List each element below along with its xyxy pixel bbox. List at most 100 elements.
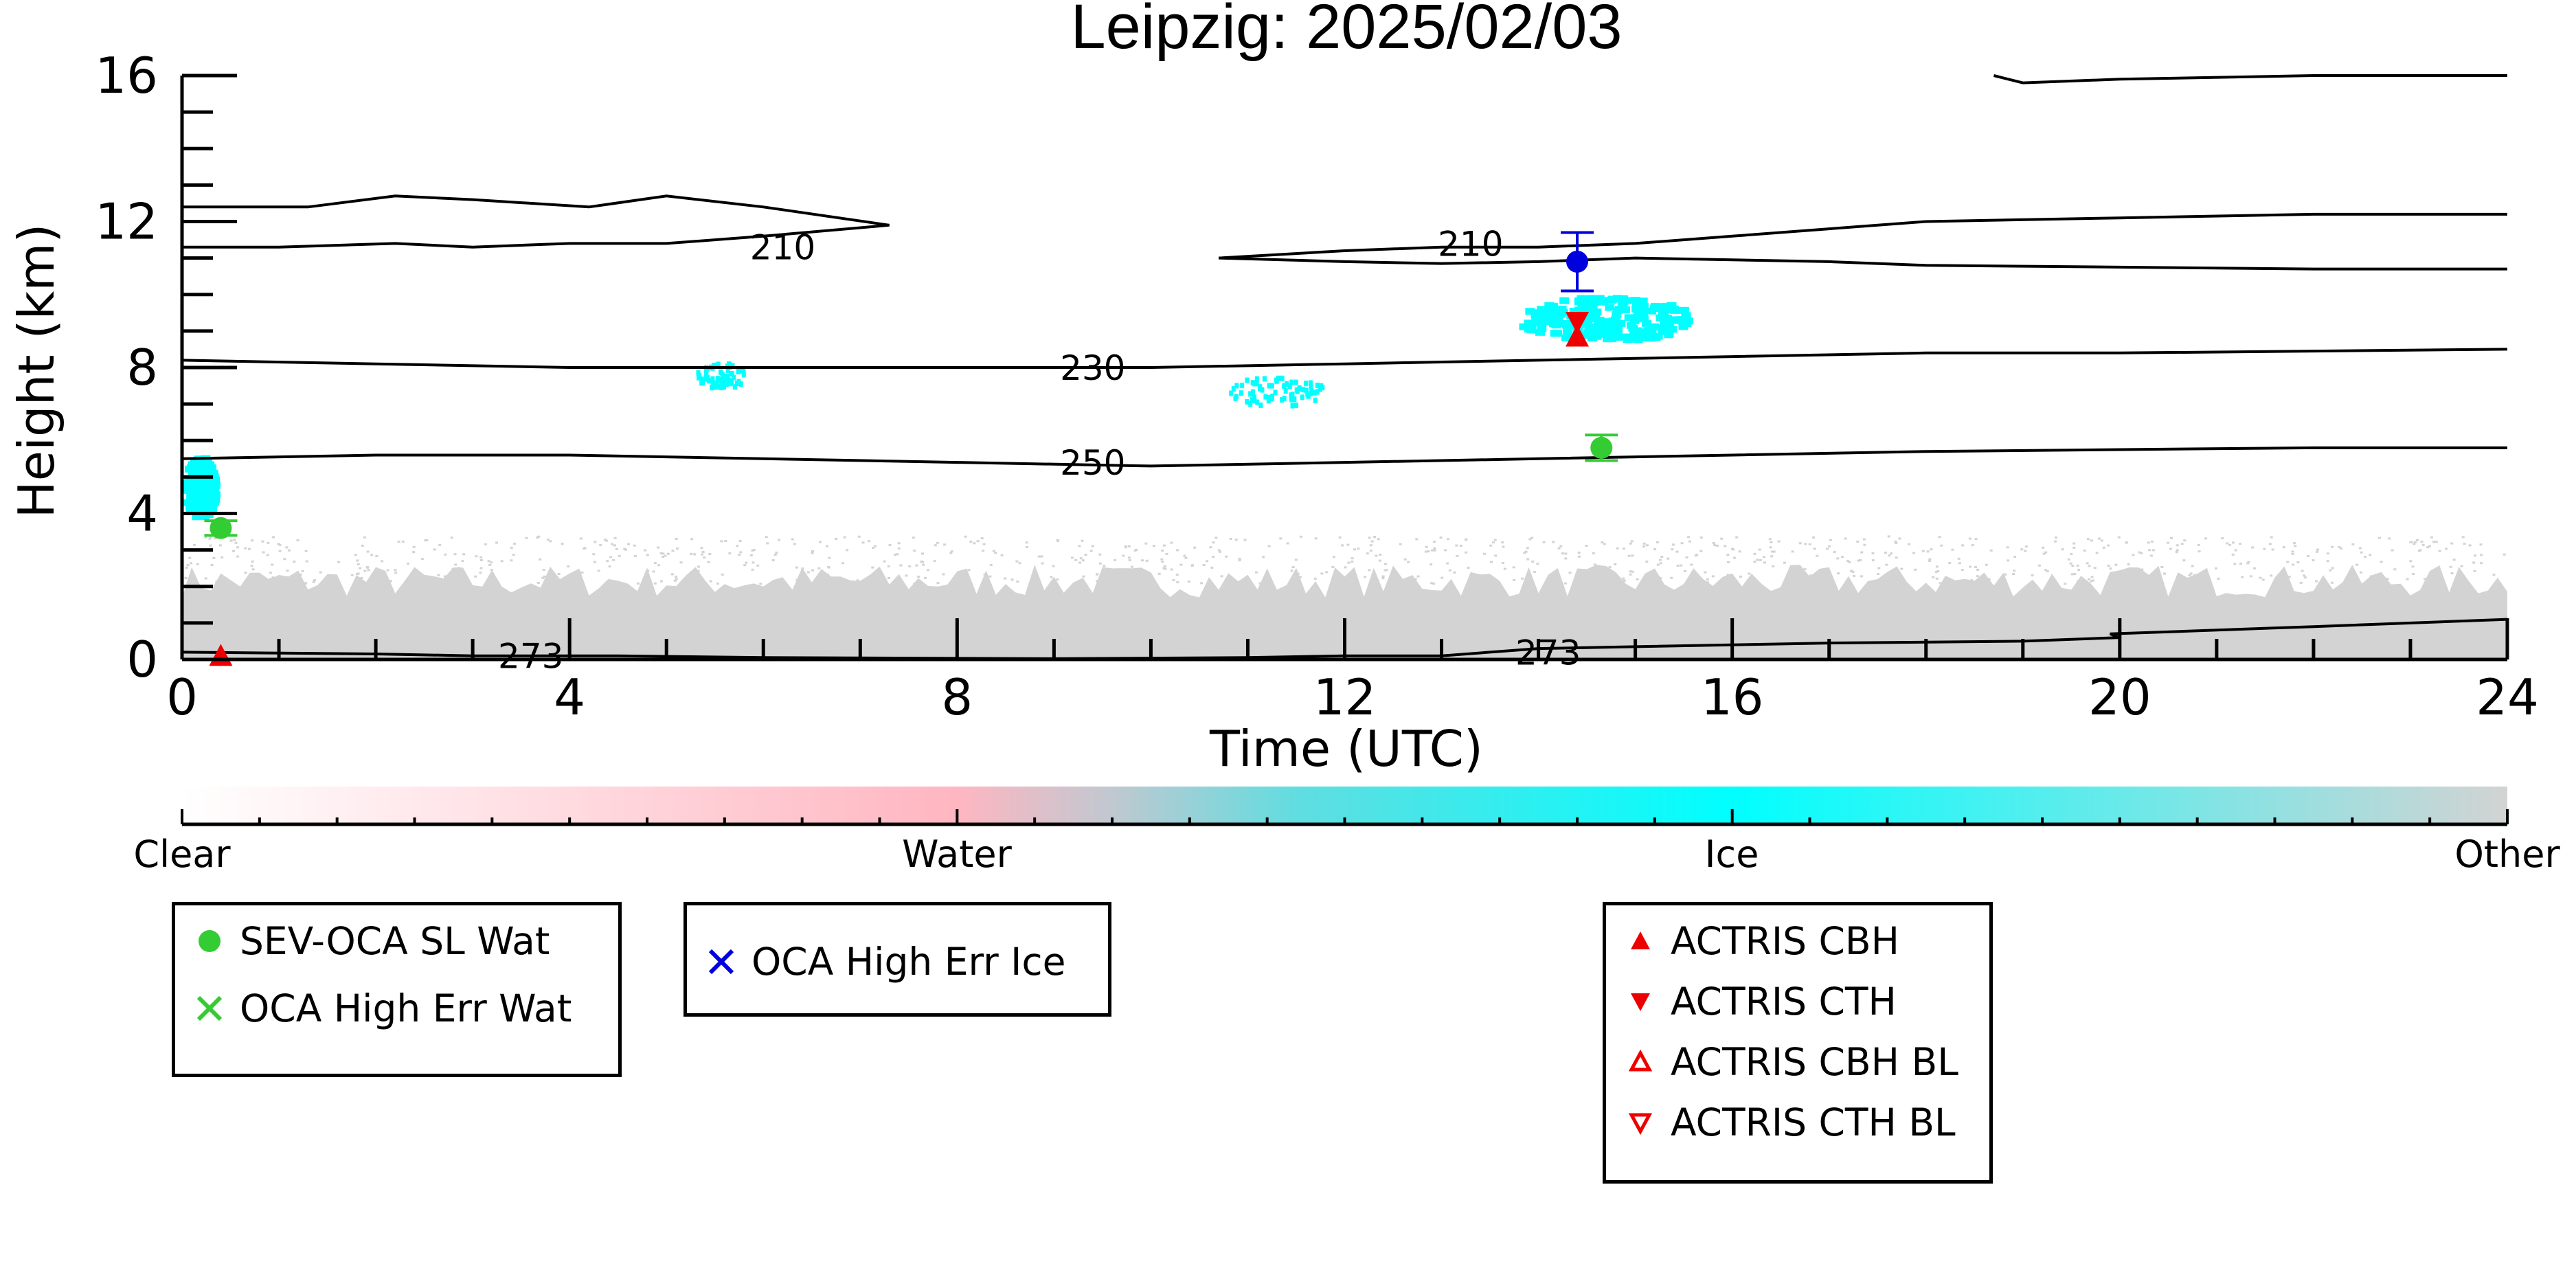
region-other-speckle — [2474, 554, 2477, 557]
region-ice-cell — [715, 376, 720, 382]
region-other-speckle — [196, 563, 199, 565]
region-other-speckle — [1114, 559, 1116, 561]
region-other-speckle — [2406, 578, 2409, 580]
region-other-speckle — [1234, 539, 1238, 541]
region-other-speckle — [964, 535, 967, 538]
region-other-speckle — [1299, 535, 1302, 538]
region-ice-cell — [706, 378, 711, 384]
region-ice-cell — [714, 381, 719, 387]
region-other-speckle — [2217, 577, 2220, 580]
region-ice-cell — [1234, 383, 1239, 389]
region-ice-cell — [192, 493, 203, 501]
region-other-speckle — [1056, 539, 1059, 541]
region-other-speckle — [887, 565, 890, 567]
region-other-speckle — [267, 541, 270, 544]
region-other-speckle — [652, 570, 655, 573]
legend-label: OCA High Err Wat — [240, 986, 572, 1030]
region-other-speckle — [244, 547, 247, 550]
region-ice-cell — [1276, 375, 1280, 381]
region-ice-cell — [1636, 305, 1647, 312]
region-other-speckle — [1184, 556, 1188, 559]
region-other-speckle — [1190, 565, 1194, 567]
region-other-speckle — [1989, 549, 1993, 552]
region-other-speckle — [2239, 563, 2242, 565]
region-ice-cell — [1250, 397, 1254, 403]
region-other-speckle — [1279, 537, 1283, 540]
region-other-speckle — [657, 546, 659, 549]
region-ice-cell — [710, 376, 715, 382]
region-ice-cell — [736, 379, 741, 385]
region-other-speckle — [1145, 559, 1149, 562]
region-other-speckle — [2452, 558, 2456, 561]
region-other-speckle — [1018, 562, 1021, 565]
region-other-speckle — [1614, 563, 1617, 565]
region-other-speckle — [924, 576, 927, 579]
region-ice-cell — [200, 492, 210, 499]
region-other-speckle — [675, 575, 678, 578]
region-other-speckle — [1531, 561, 1535, 563]
region-ice-cell — [203, 477, 213, 484]
region-other-speckle — [1807, 578, 1811, 581]
region-other-speckle — [1368, 569, 1371, 572]
legend-item-sev-oca-sl-wat: SEV-OCA SL Wat — [189, 919, 550, 963]
region-ice-cell — [1269, 396, 1274, 402]
region-ice-cell — [1266, 394, 1271, 400]
region-other-speckle — [697, 565, 701, 568]
y-tick-label: 8 — [126, 339, 158, 396]
region-other-speckle — [451, 581, 455, 584]
region-other-speckle — [728, 552, 732, 555]
region-ice-cell — [1252, 394, 1256, 400]
region-ice-cell — [1260, 387, 1265, 393]
region-other-speckle — [2090, 539, 2093, 542]
region-other-speckle — [1974, 538, 1978, 541]
region-other-speckle — [1424, 550, 1427, 553]
region-other-speckle — [943, 543, 947, 546]
region-other-speckle — [811, 550, 814, 552]
region-other-speckle — [394, 569, 397, 572]
region-ice-cell — [1287, 383, 1292, 389]
region-other-speckle — [1912, 552, 1915, 554]
region-other-speckle — [1084, 554, 1087, 556]
region-other-speckle — [1502, 545, 1505, 548]
region-other-speckle — [2461, 536, 2465, 539]
region-other-speckle — [1183, 554, 1186, 557]
region-other-speckle — [739, 551, 743, 554]
triangle-down-outline-icon — [1628, 1113, 1653, 1136]
region-ice-cell — [1612, 334, 1623, 341]
x-tick-label: 4 — [554, 668, 585, 726]
region-other-speckle — [443, 575, 447, 578]
region-other-speckle — [301, 569, 304, 572]
region-other-speckle — [766, 542, 769, 545]
region-other-speckle — [2355, 563, 2359, 566]
region-other-speckle — [982, 550, 985, 552]
region-other-speckle — [2100, 539, 2103, 542]
colorbar-label-ice: Ice — [1705, 833, 1759, 876]
region-other-speckle — [1777, 540, 1781, 543]
region-other-speckle — [969, 541, 973, 543]
region-other-speckle — [313, 579, 317, 582]
region-other-speckle — [2147, 549, 2151, 552]
region-other-speckle — [2046, 570, 2049, 573]
region-ice-cell — [1292, 396, 1297, 403]
region-other-speckle — [2460, 565, 2463, 567]
region-other-speckle — [579, 537, 583, 540]
region-other-speckle — [633, 544, 636, 547]
region-other-speckle — [1140, 579, 1143, 581]
region-other-speckle — [1096, 573, 1099, 576]
region-other-speckle — [561, 543, 564, 545]
region-other-speckle — [1935, 577, 1939, 580]
region-ice-cell — [204, 488, 214, 496]
region-other-speckle — [437, 574, 440, 576]
region-ice-cell — [1285, 381, 1289, 387]
region-other-speckle — [671, 550, 675, 552]
region-other-speckle — [2247, 561, 2250, 563]
region-other-speckle — [703, 556, 706, 559]
region-other-speckle — [1209, 546, 1212, 549]
region-other-speckle — [1127, 556, 1131, 559]
region-other-speckle — [2175, 551, 2178, 554]
region-other-speckle — [666, 552, 670, 555]
region-other-speckle — [1732, 556, 1736, 559]
region-ice-cell — [1629, 317, 1640, 324]
region-other-speckle — [1536, 563, 1539, 565]
region-other-speckle — [1130, 565, 1133, 568]
